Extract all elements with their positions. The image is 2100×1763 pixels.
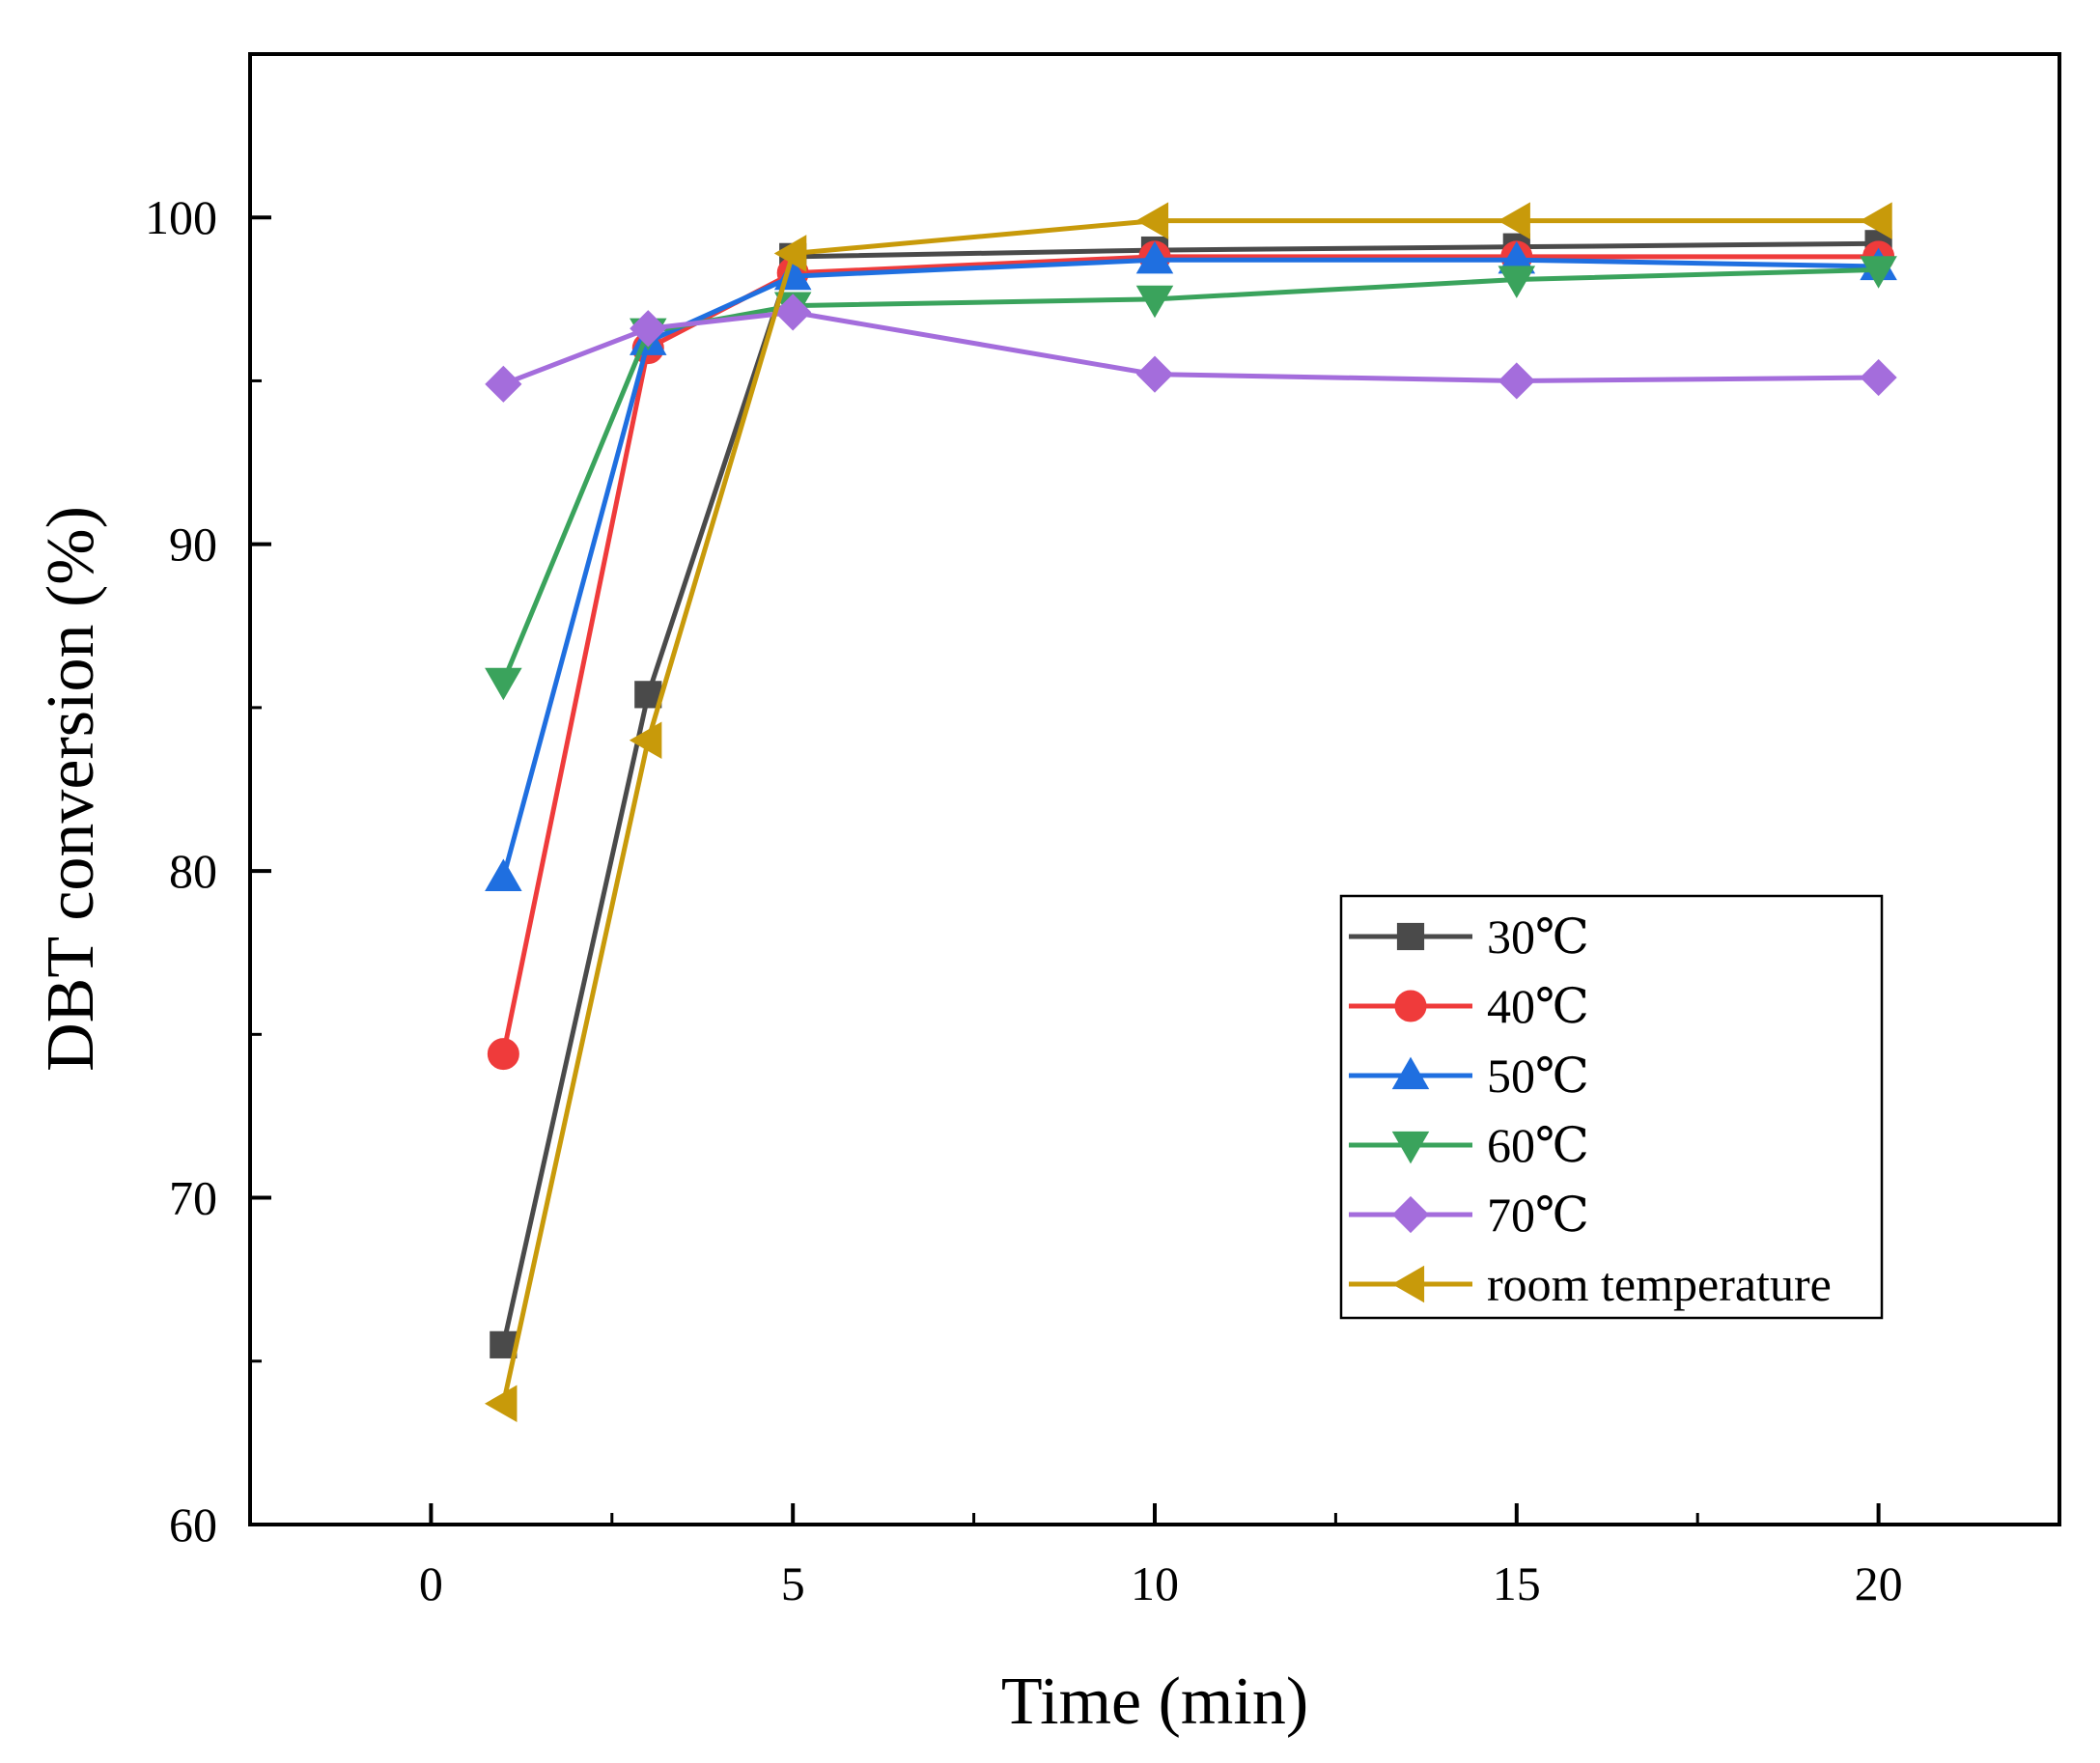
data-point — [1498, 362, 1535, 400]
legend-entry: 30℃ — [1349, 909, 1589, 964]
data-point — [1135, 202, 1169, 239]
series-line — [501, 266, 1879, 683]
series-line — [500, 218, 1879, 1405]
data-point — [484, 1385, 518, 1423]
data-point — [1498, 202, 1530, 239]
legend-entry: 60℃ — [1349, 1118, 1589, 1172]
x-tick-label: 5 — [781, 1556, 805, 1610]
data-point — [485, 667, 522, 701]
x-tick-label: 15 — [1493, 1556, 1541, 1610]
data-point — [1860, 202, 1892, 239]
legend-marker — [1391, 1056, 1430, 1090]
data-point — [1860, 358, 1897, 397]
data-point — [1135, 285, 1174, 319]
x-tick-label: 10 — [1131, 1556, 1179, 1610]
data-point — [630, 310, 667, 348]
data-point — [1135, 240, 1174, 274]
y-tick-label: 80 — [169, 844, 217, 898]
data-point — [490, 1330, 518, 1358]
legend-label: room temperature — [1487, 1257, 1832, 1311]
legend-label: 30℃ — [1487, 909, 1589, 964]
data-point — [487, 1038, 519, 1071]
x-axis-title: Time (min) — [1001, 1665, 1308, 1739]
x-tick-label: 0 — [419, 1556, 443, 1610]
series-line — [500, 257, 1879, 879]
data-point — [629, 721, 662, 759]
legend-entry: room temperature — [1349, 1257, 1832, 1311]
series-2 — [485, 240, 1897, 891]
data-point — [485, 365, 522, 403]
axis-ticks: 0 5 10 15 20 60 70 80 90 100 — [145, 190, 1903, 1610]
legend-entry: 50℃ — [1349, 1049, 1589, 1103]
legend-entry: 40℃ — [1349, 979, 1589, 1033]
y-tick-label: 60 — [169, 1497, 217, 1552]
data-point — [1498, 266, 1536, 298]
data-point — [485, 858, 522, 891]
series-line — [500, 254, 1879, 1055]
data-point — [1860, 256, 1897, 289]
y-tick-label: 70 — [169, 1171, 217, 1225]
legend-label: 70℃ — [1487, 1188, 1589, 1242]
legend-label: 50℃ — [1487, 1049, 1589, 1103]
legend: 30℃ 40℃ 50℃ 60℃ 70℃ room temperature — [1339, 894, 1884, 1320]
legend-label: 40℃ — [1487, 979, 1589, 1033]
legend-entry: 70℃ — [1349, 1188, 1589, 1242]
legend-marker — [1391, 1195, 1430, 1234]
series-5 — [484, 202, 1892, 1423]
y-tick-label: 90 — [169, 518, 217, 572]
series-4 — [485, 294, 1897, 403]
legend-label: 60℃ — [1487, 1118, 1589, 1172]
y-axis-title: DBT conversion (%) — [34, 506, 108, 1072]
data-point — [774, 294, 812, 331]
legend-marker — [1391, 1265, 1425, 1303]
legend-frame — [1339, 894, 1884, 1320]
series-layer — [484, 202, 1897, 1423]
x-tick-label: 20 — [1855, 1556, 1903, 1610]
series-line — [502, 309, 1879, 387]
y-tick-label: 100 — [145, 190, 217, 244]
data-point — [773, 235, 807, 272]
legend-marker — [1391, 1131, 1430, 1164]
data-point — [1135, 355, 1174, 393]
legend-marker — [1396, 922, 1425, 951]
series-line — [500, 240, 1879, 1346]
legend-marker — [1394, 990, 1427, 1022]
